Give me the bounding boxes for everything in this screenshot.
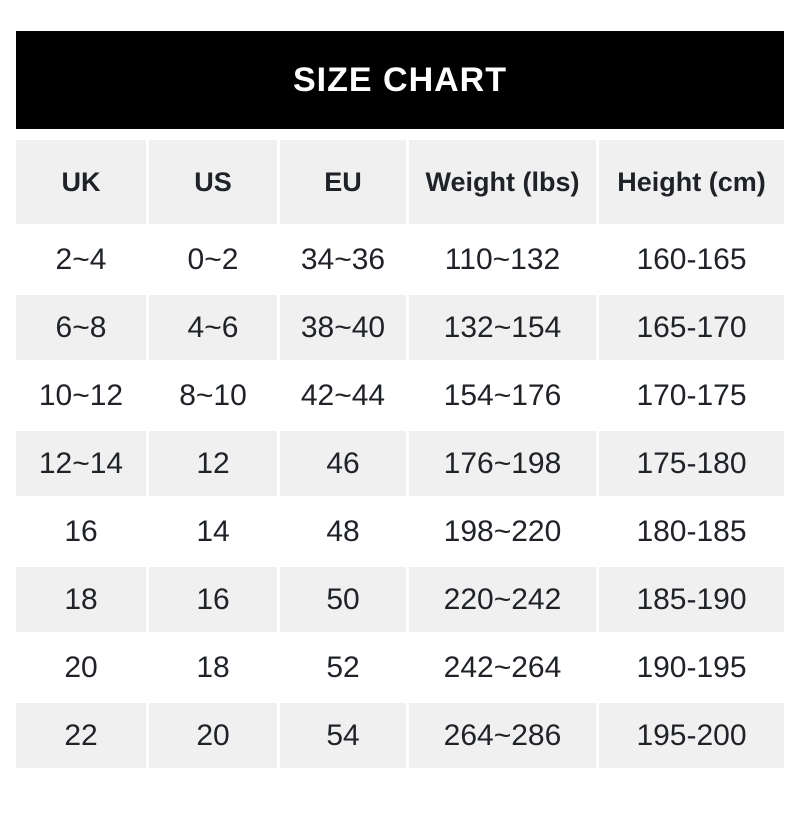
table-cell: 2~4 xyxy=(16,227,146,292)
table-cell: 20 xyxy=(149,703,277,768)
table-cell: 195-200 xyxy=(599,703,784,768)
size-chart-banner: SIZE CHART xyxy=(16,31,784,129)
column-header-weight: Weight (lbs) xyxy=(409,140,596,224)
table-cell: 38~40 xyxy=(280,295,406,360)
table-cell: 198~220 xyxy=(409,499,596,564)
table-cell: 46 xyxy=(280,431,406,496)
table-cell: 242~264 xyxy=(409,635,596,700)
table-cell: 0~2 xyxy=(149,227,277,292)
table-cell: 18 xyxy=(16,567,146,632)
table-cell: 264~286 xyxy=(409,703,596,768)
table-cell: 10~12 xyxy=(16,363,146,428)
table-cell: 176~198 xyxy=(409,431,596,496)
table-cell: 54 xyxy=(280,703,406,768)
table-cell: 12 xyxy=(149,431,277,496)
table-cell: 18 xyxy=(149,635,277,700)
table-cell: 8~10 xyxy=(149,363,277,428)
table-cell: 16 xyxy=(149,567,277,632)
table-cell: 42~44 xyxy=(280,363,406,428)
table-cell: 20 xyxy=(16,635,146,700)
table-cell: 110~132 xyxy=(409,227,596,292)
column-header-eu: EU xyxy=(280,140,406,224)
size-chart-table: UK US EU Weight (lbs) Height (cm) 2~4 0~… xyxy=(16,140,784,768)
table-cell: 50 xyxy=(280,567,406,632)
table-cell: 180-185 xyxy=(599,499,784,564)
column-header-uk: UK xyxy=(16,140,146,224)
table-cell: 22 xyxy=(16,703,146,768)
table-cell: 220~242 xyxy=(409,567,596,632)
table-cell: 154~176 xyxy=(409,363,596,428)
table-cell: 52 xyxy=(280,635,406,700)
page-title: SIZE CHART xyxy=(293,60,507,99)
table-cell: 4~6 xyxy=(149,295,277,360)
table-cell: 160-165 xyxy=(599,227,784,292)
table-cell: 34~36 xyxy=(280,227,406,292)
table-cell: 48 xyxy=(280,499,406,564)
table-cell: 185-190 xyxy=(599,567,784,632)
table-cell: 190-195 xyxy=(599,635,784,700)
column-header-height: Height (cm) xyxy=(599,140,784,224)
table-cell: 175-180 xyxy=(599,431,784,496)
table-cell: 170-175 xyxy=(599,363,784,428)
table-cell: 6~8 xyxy=(16,295,146,360)
table-cell: 16 xyxy=(16,499,146,564)
table-cell: 165-170 xyxy=(599,295,784,360)
table-cell: 12~14 xyxy=(16,431,146,496)
column-header-us: US xyxy=(149,140,277,224)
table-cell: 132~154 xyxy=(409,295,596,360)
table-cell: 14 xyxy=(149,499,277,564)
